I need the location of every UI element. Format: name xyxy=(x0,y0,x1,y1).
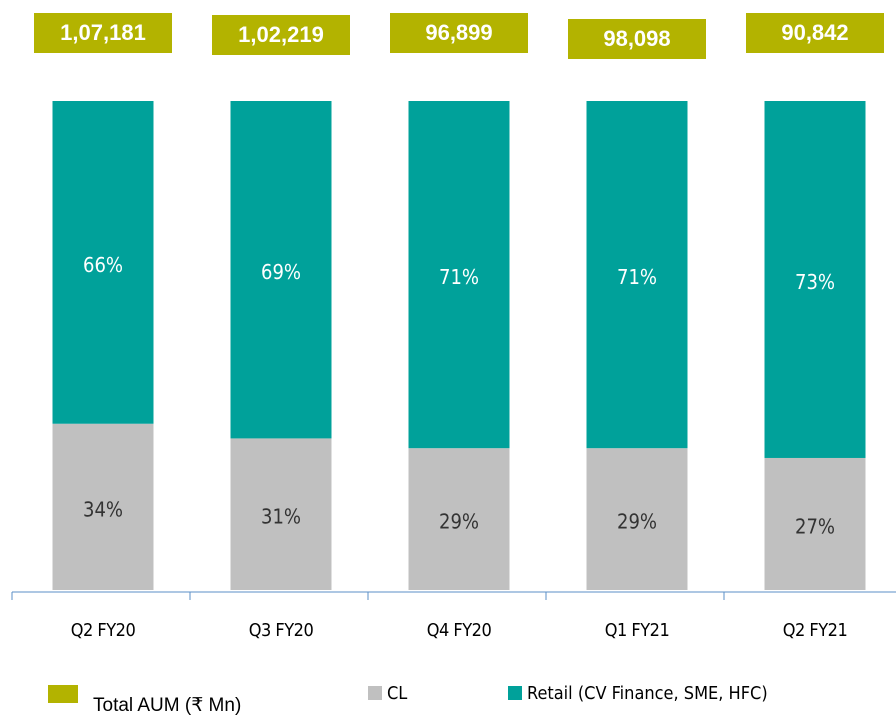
total-box xyxy=(212,15,350,55)
legend-label: Retail (CV Finance, SME, HFC) xyxy=(527,683,768,704)
total-box xyxy=(746,13,884,53)
total-label: 96,899 xyxy=(425,20,492,45)
data-label: 69% xyxy=(261,260,301,284)
bar-segment xyxy=(52,101,154,424)
total-label: 1,02,219 xyxy=(238,22,324,47)
data-label: 71% xyxy=(617,265,657,289)
data-label: 66% xyxy=(83,253,123,277)
bar-segment xyxy=(230,101,332,439)
data-label: 71% xyxy=(439,265,479,289)
bar-segment xyxy=(764,457,866,590)
x-tick-label: Q2 FY20 xyxy=(71,620,136,641)
legend-swatch xyxy=(508,686,522,700)
legend-swatch xyxy=(368,686,382,700)
data-label: 27% xyxy=(795,514,835,538)
legend-label: CL xyxy=(387,683,407,704)
total-label: 98,098 xyxy=(603,26,670,51)
data-label: 29% xyxy=(439,510,479,534)
bar-segment xyxy=(52,423,154,590)
total-box xyxy=(34,13,172,53)
data-label: 29% xyxy=(617,510,657,534)
x-tick-label: Q1 FY21 xyxy=(605,620,670,641)
bar-segment xyxy=(408,448,510,590)
legend-swatch xyxy=(48,685,78,703)
x-tick-label: Q2 FY21 xyxy=(783,620,848,641)
data-label: 31% xyxy=(261,505,301,529)
total-box xyxy=(390,13,528,53)
x-tick-label: Q3 FY20 xyxy=(249,620,314,641)
bar-segment xyxy=(764,101,866,458)
bar-segment xyxy=(408,101,510,449)
data-label: 73% xyxy=(795,270,835,294)
x-tick-label: Q4 FY20 xyxy=(427,620,492,641)
total-box xyxy=(568,19,706,59)
bar-segment xyxy=(586,101,688,449)
bar-segment xyxy=(586,448,688,590)
legend-label: Total AUM (₹ Mn) xyxy=(93,695,241,716)
total-label: 1,07,181 xyxy=(60,20,146,45)
total-label: 90,842 xyxy=(781,20,848,45)
data-label: 34% xyxy=(83,497,123,521)
bar-segment xyxy=(230,438,332,590)
